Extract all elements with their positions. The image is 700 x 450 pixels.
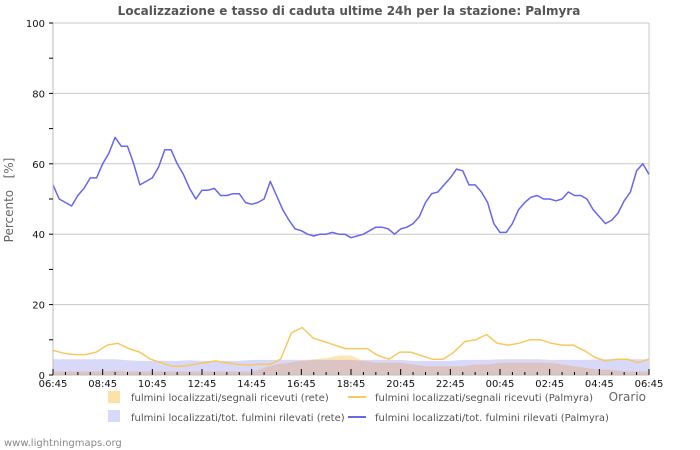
footer-link[interactable]: www.lightningmaps.org [4,438,122,449]
x-tick-label: 00:45 [486,379,515,390]
legend-label-signals-network: fulmini localizzati/segnali ricevuti (re… [131,393,329,404]
legend-swatch-signals-network [108,391,120,403]
x-tick-label: 10:45 [138,379,167,390]
x-tick-label: 20:45 [386,379,415,390]
x-tick-label: 16:45 [287,379,316,390]
x-tick-label: 04:45 [585,379,614,390]
x-tick-label: 08:45 [88,379,117,390]
y-axis-ticks: 0 20 40 60 80 100 [26,19,53,382]
x-tick-label: 14:45 [237,379,266,390]
x-tick-label: 18:45 [337,379,366,390]
line-series [52,136,650,367]
y-tick-label: 60 [32,160,45,171]
legend-label-signals-palmyra: fulmini localizzati/segnali ricevuti (Pa… [375,393,593,404]
y-tick-label: 40 [32,230,45,241]
x-tick-label: 12:45 [188,379,217,390]
legend-label-detected-palmyra: fulmini localizzati/tot. fulmini rilevat… [375,413,609,424]
x-tick-label: 22:45 [436,379,465,390]
chart-title: Localizzazione e tasso di caduta ultime … [118,4,581,18]
x-tick-label: 06:45 [635,379,664,390]
x-tick-label: 02:45 [535,379,564,390]
legend-label-detected-network: fulmini localizzati/tot. fulmini rilevat… [131,413,345,424]
legend: fulmini localizzati/segnali ricevuti (re… [108,391,609,424]
y-tick-label: 80 [32,89,45,100]
x-axis-title: Orario [609,390,646,404]
y-tick-label: 100 [26,19,45,30]
legend-swatch-detected-network [108,410,120,422]
y-axis-title: Percento [%] [2,158,16,243]
y-tick-label: 0 [39,371,45,382]
grid-lines [53,22,650,375]
x-tick-label: 06:45 [39,379,68,390]
x-axis-ticks: 06:45 08:45 10:45 12:45 14:45 16:45 18:45 20:45… [39,369,664,390]
line-signals-palmyra [52,326,650,367]
y-tick-label: 20 [32,301,45,312]
line-detected-palmyra [52,136,650,239]
